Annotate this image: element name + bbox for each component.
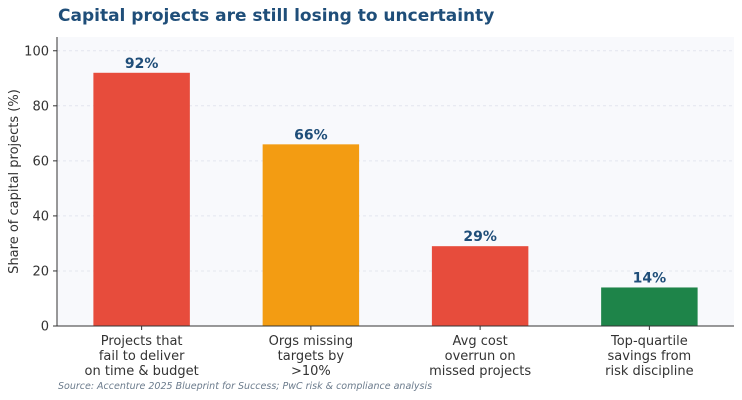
category-label-3: Avg cost overrun on missed projects: [429, 334, 531, 379]
category-label-4: Top-quartile savings from risk discipline: [605, 334, 694, 379]
category-label-2: Orgs missing targets by >10%: [269, 334, 353, 379]
y-tick-label-100: 100: [24, 44, 49, 59]
source-note: Source: Accenture 2025 Blueprint for Suc…: [58, 381, 433, 392]
category-label-2-line-1: Orgs missing: [269, 334, 353, 349]
category-label-1-line-2: fail to deliver: [99, 349, 185, 364]
category-label-1: Projects that fail to deliver on time & bu…: [85, 334, 199, 379]
value-label-4: 14%: [633, 270, 667, 286]
y-tick-label-60: 60: [32, 154, 49, 169]
category-label-4-line-1: Top-quartile: [610, 334, 688, 349]
bar-2: [262, 144, 360, 326]
category-label-2-line-3: >10%: [291, 364, 331, 379]
category-label-2-line-2: targets by: [278, 349, 345, 364]
value-label-1: 92%: [125, 56, 159, 72]
bar-4: [601, 287, 698, 326]
y-tick-label-20: 20: [32, 264, 49, 279]
category-label-1-line-3: on time & budget: [85, 364, 199, 379]
category-label-4-line-3: risk discipline: [605, 364, 694, 379]
bar-1: [93, 72, 190, 327]
category-label-3-line-1: Avg cost: [453, 334, 508, 349]
category-label-1-line-1: Projects that: [101, 334, 183, 349]
category-label-4-line-2: savings from: [608, 349, 692, 364]
y-tick-label-0: 0: [41, 320, 49, 335]
category-label-3-line-2: overrun on: [445, 349, 516, 364]
value-label-2: 66%: [294, 127, 328, 143]
category-label-3-line-3: missed projects: [429, 364, 531, 379]
y-tick-label-40: 40: [32, 209, 49, 224]
bar-3: [431, 246, 529, 326]
y-axis-label: Share of capital projects (%): [7, 89, 22, 274]
value-label-3: 29%: [463, 229, 497, 245]
chart-title: Capital projects are still losing to unc…: [58, 6, 495, 26]
y-tick-label-80: 80: [32, 99, 49, 114]
